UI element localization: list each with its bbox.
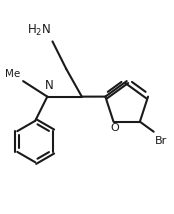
Text: Br: Br xyxy=(155,136,167,146)
Text: N: N xyxy=(45,79,53,92)
Text: Me: Me xyxy=(5,69,21,79)
Text: O: O xyxy=(110,123,119,132)
Text: H$_2$N: H$_2$N xyxy=(27,23,51,38)
